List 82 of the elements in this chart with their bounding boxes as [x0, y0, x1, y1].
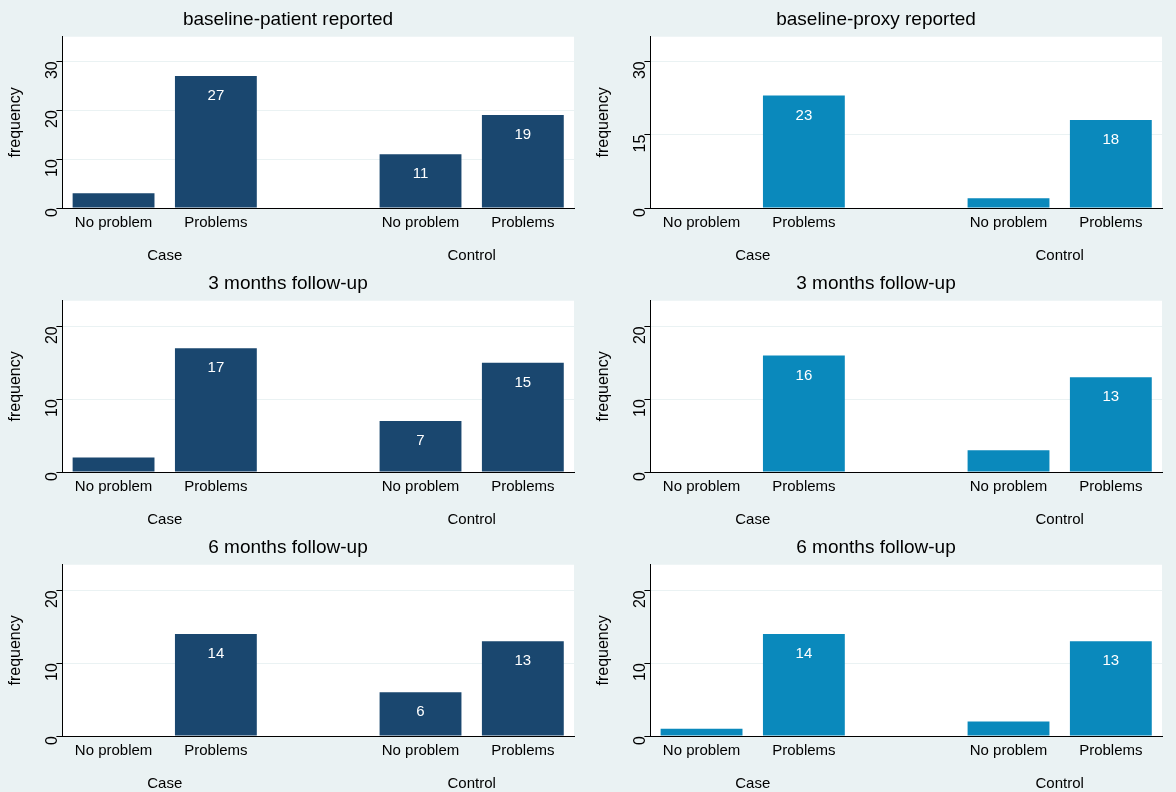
x-tick-label: No problem: [969, 477, 1048, 495]
y-tick-label: 30: [630, 61, 648, 80]
chart-title: 3 months follow-up: [796, 271, 956, 293]
data-label: 19: [514, 125, 532, 143]
y-axis-title: frequency: [594, 87, 612, 158]
x-tick-label: No problem: [662, 213, 741, 231]
text: Case: [147, 774, 183, 792]
data-label: 18: [1102, 130, 1120, 148]
y-tick-label: 0: [630, 471, 648, 481]
text: Case: [735, 510, 771, 528]
y-tick-label: 10: [42, 663, 60, 681]
y-axis-title: frequency: [594, 351, 612, 422]
x-tick-label: No problem: [74, 213, 153, 231]
y-tick-label: 20: [630, 590, 648, 609]
data-label: 17: [207, 358, 225, 376]
chart-title: baseline-patient reported: [182, 7, 394, 29]
y-tick-label: 20: [630, 326, 648, 345]
x-tick-label: Problems: [1079, 477, 1143, 495]
data-label: 23: [795, 105, 813, 123]
x-tick-label: Problems: [491, 741, 555, 759]
y-axis-title: frequency: [594, 615, 612, 686]
x-tick-label: Problems: [184, 477, 248, 495]
text: Control: [447, 246, 496, 264]
text: Case: [735, 246, 771, 264]
x-tick-label: Problems: [772, 477, 836, 495]
y-tick-label: 10: [42, 399, 60, 417]
text: Case: [735, 774, 771, 792]
y-tick-label: 30: [42, 61, 60, 80]
x-tick-label: No problem: [74, 741, 153, 759]
data-label: 14: [207, 644, 225, 662]
x-tick-label: Problems: [772, 741, 836, 759]
y-tick-label: 0: [42, 471, 60, 481]
x-tick-label: No problem: [74, 477, 153, 495]
x-tick-label: Problems: [184, 741, 248, 759]
y-tick-label: 0: [630, 735, 648, 745]
data-label: 7: [416, 431, 425, 449]
x-tick-label: Problems: [184, 213, 248, 231]
text: Control: [447, 510, 496, 528]
chart-title: 6 months follow-up: [208, 535, 368, 557]
chart-title: 3 months follow-up: [208, 271, 368, 293]
y-tick-label: 20: [42, 326, 60, 345]
x-tick-label: No problem: [969, 741, 1048, 759]
y-tick-label: 15: [630, 134, 648, 153]
text: Case: [147, 246, 183, 264]
y-tick-label: 0: [42, 207, 60, 217]
x-tick-label: Problems: [491, 213, 555, 231]
x-tick-label: Problems: [1079, 741, 1143, 759]
y-axis-title: frequency: [6, 615, 24, 686]
chart-title: baseline-proxy reported: [776, 7, 976, 29]
y-axis-title: frequency: [6, 351, 24, 422]
x-tick-label: No problem: [381, 477, 460, 495]
x-tick-label: Problems: [491, 477, 555, 495]
text: Control: [1035, 246, 1084, 264]
data-label: 13: [1102, 651, 1120, 669]
y-tick-label: 0: [42, 735, 60, 745]
y-axis-title: frequency: [6, 87, 24, 158]
text: Control: [447, 774, 496, 792]
x-tick-label: Problems: [1079, 213, 1143, 231]
data-label: 6: [416, 702, 425, 720]
data-label: 16: [795, 365, 813, 383]
x-tick-label: No problem: [381, 213, 460, 231]
y-tick-label: 10: [42, 158, 60, 177]
y-tick-label: 10: [630, 399, 648, 417]
x-tick-label: No problem: [662, 741, 741, 759]
data-label: 15: [514, 372, 532, 390]
text: Control: [1035, 774, 1084, 792]
text: Control: [1035, 510, 1084, 528]
x-tick-label: No problem: [969, 213, 1048, 231]
x-tick-label: No problem: [662, 477, 741, 495]
data-label: 14: [795, 644, 813, 662]
y-tick-label: 20: [42, 590, 60, 609]
y-tick-label: 20: [42, 110, 60, 128]
y-tick-label: 10: [630, 663, 648, 681]
x-tick-label: No problem: [381, 741, 460, 759]
data-label: 13: [514, 651, 532, 669]
chart-title: 6 months follow-up: [796, 535, 956, 557]
y-tick-label: 0: [630, 207, 648, 217]
text: Case: [147, 510, 183, 528]
data-label: 11: [412, 164, 429, 182]
data-label: 13: [1102, 387, 1120, 405]
data-label: 27: [207, 86, 225, 104]
x-tick-label: Problems: [772, 213, 836, 231]
